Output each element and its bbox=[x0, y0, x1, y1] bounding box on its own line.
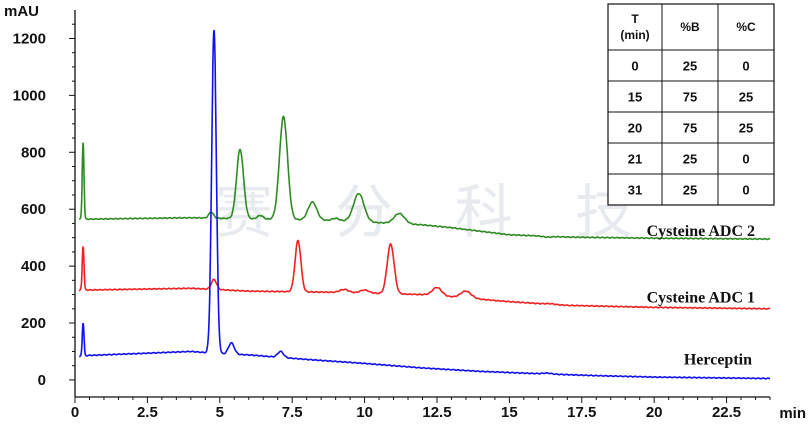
x-tick-label: 2.5 bbox=[137, 404, 158, 421]
table-cell: 25 bbox=[683, 152, 697, 167]
x-tick-label: 22.5 bbox=[712, 404, 741, 421]
table-cell: 0 bbox=[631, 59, 638, 74]
x-tick-label: 20 bbox=[646, 404, 663, 421]
x-tick-label: 12.5 bbox=[422, 404, 451, 421]
x-tick-label: 17.5 bbox=[567, 404, 596, 421]
y-tick-label: 600 bbox=[21, 201, 46, 218]
y-tick-label: 800 bbox=[21, 144, 46, 161]
table-header-cell: %B bbox=[680, 20, 700, 34]
series-label-0: Cysteine ADC 2 bbox=[647, 223, 755, 240]
series-line-0 bbox=[78, 115, 771, 241]
table-cell: 25 bbox=[739, 121, 753, 136]
y-tick-label: 400 bbox=[21, 258, 46, 275]
x-tick-label: 15 bbox=[501, 404, 518, 421]
table-header-cell: T bbox=[631, 12, 639, 26]
gradient-table bbox=[607, 3, 775, 206]
x-unit-label: min bbox=[779, 405, 806, 422]
table-cell: 25 bbox=[739, 90, 753, 105]
table-cell: 75 bbox=[683, 121, 697, 136]
table-cell: 25 bbox=[683, 59, 697, 74]
table-cell: 31 bbox=[628, 183, 642, 198]
y-tick-label: 0 bbox=[38, 372, 46, 389]
x-tick-label: 10 bbox=[356, 404, 373, 421]
table-cell: 21 bbox=[628, 152, 642, 167]
table-cell: 0 bbox=[742, 152, 749, 167]
table-cell: 20 bbox=[628, 121, 642, 136]
series-line-2 bbox=[78, 30, 771, 380]
x-tick-label: 7.5 bbox=[282, 404, 303, 421]
series-line-1 bbox=[78, 239, 771, 310]
table-cell: 0 bbox=[742, 59, 749, 74]
series-label-1: Cysteine ADC 1 bbox=[647, 290, 755, 307]
table-header-cell: (min) bbox=[620, 28, 649, 42]
x-tick-label: 0 bbox=[71, 404, 79, 421]
table-cell: 15 bbox=[628, 90, 642, 105]
watermark-char: 分 bbox=[335, 178, 393, 246]
x-tick-label: 5 bbox=[216, 404, 224, 421]
y-unit-label: mAU bbox=[4, 3, 39, 20]
y-tick-label: 1200 bbox=[13, 30, 46, 47]
table-cell: 0 bbox=[742, 183, 749, 198]
y-tick-label: 200 bbox=[21, 315, 46, 332]
series-label-2: Herceptin bbox=[684, 351, 752, 368]
watermark-char: 科 bbox=[455, 178, 513, 246]
table-cell: 75 bbox=[683, 90, 697, 105]
y-tick-label: 1000 bbox=[13, 87, 46, 104]
table-header-cell: %C bbox=[736, 20, 756, 34]
table-cell: 25 bbox=[683, 183, 697, 198]
